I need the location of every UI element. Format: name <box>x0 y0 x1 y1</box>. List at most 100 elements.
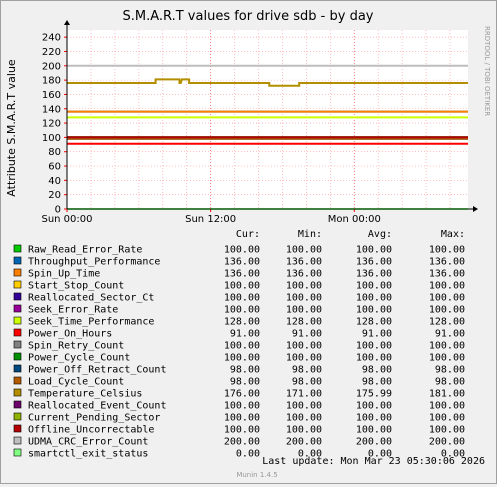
x-tick-label: Sun 00:00 <box>41 214 92 225</box>
y-tick-label: 180 <box>42 76 61 87</box>
legend-cur-current-pending-sector: 100.00 <box>224 413 260 424</box>
legend-cur-load-cycle-count: 98.00 <box>230 377 260 388</box>
legend-min-spin-up-time: 136.00 <box>286 269 322 280</box>
legend-min-smartctl-exit-status: 0.00 <box>298 449 322 460</box>
legend-min-seek-time-performance: 128.00 <box>286 317 322 328</box>
legend-label-seek-error-rate: Seek_Error_Rate <box>28 305 118 316</box>
legend-avg-spin-up-time: 136.00 <box>356 269 392 280</box>
munin-version: Munin 1.4.5 <box>236 471 277 479</box>
legend-cur-offline-uncorrectable: 100.00 <box>224 425 260 436</box>
legend-cur-temperature-celsius: 176.00 <box>224 389 260 400</box>
legend-max-reallocated-event-count: 100.00 <box>429 401 465 412</box>
legend-swatch-reallocated-sector-ct <box>13 292 22 301</box>
legend: Cur: Min: Avg: Max: Raw_Read_Error_Rate 1… <box>13 229 465 460</box>
legend-label-smartctl-exit-status: smartctl_exit_status <box>28 449 148 460</box>
legend-label-udma-crc-error-count: UDMA_CRC_Error_Count <box>28 437 148 448</box>
legend-min-throughput-performance: 136.00 <box>286 257 322 268</box>
legend-max-power-cycle-count: 100.00 <box>429 353 465 364</box>
y-tick-label: 240 <box>42 33 61 44</box>
x-tick-label: Sun 12:00 <box>185 214 236 225</box>
legend-cur-smartctl-exit-status: 0.00 <box>236 449 260 460</box>
legend-avg-reallocated-event-count: 100.00 <box>356 401 392 412</box>
legend-min-power-on-hours: 91.00 <box>292 329 322 340</box>
legend-swatch-seek-error-rate <box>13 304 22 313</box>
plot-area <box>67 30 468 209</box>
legend-max-udma-crc-error-count: 200.00 <box>429 437 465 448</box>
y-tick-label: 40 <box>48 176 61 187</box>
legend-max-load-cycle-count: 98.00 <box>435 377 465 388</box>
legend-cur-start-stop-count: 100.00 <box>224 281 260 292</box>
legend-label-reallocated-event-count: Reallocated_Event_Count <box>28 401 166 412</box>
legend-min-power-cycle-count: 100.00 <box>286 353 322 364</box>
y-tick-label: 220 <box>42 47 61 58</box>
legend-swatch-load-cycle-count <box>13 376 22 385</box>
legend-max-smartctl-exit-status: 0.00 <box>441 449 465 460</box>
legend-swatch-current-pending-sector <box>13 412 22 421</box>
legend-max-throughput-performance: 136.00 <box>429 257 465 268</box>
legend-min-offline-uncorrectable: 100.00 <box>286 425 322 436</box>
legend-min-spin-retry-count: 100.00 <box>286 341 322 352</box>
legend-label-reallocated-sector-ct: Reallocated_Sector_Ct <box>28 293 154 304</box>
legend-label-load-cycle-count: Load_Cycle_Count <box>28 377 124 388</box>
legend-max-start-stop-count: 100.00 <box>429 281 465 292</box>
legend-max-raw-read-error-rate: 100.00 <box>429 245 465 256</box>
legend-cur-reallocated-sector-ct: 100.00 <box>224 293 260 304</box>
legend-avg-power-off-retract-count: 98.00 <box>362 365 392 376</box>
legend-avg-throughput-performance: 136.00 <box>356 257 392 268</box>
legend-avg-seek-error-rate: 100.00 <box>356 305 392 316</box>
y-tick-label: 80 <box>48 147 61 158</box>
legend-max-power-off-retract-count: 98.00 <box>435 365 465 376</box>
legend-min-current-pending-sector: 100.00 <box>286 413 322 424</box>
legend-swatch-power-cycle-count <box>13 352 22 361</box>
legend-swatch-spin-up-time <box>13 268 22 277</box>
legend-avg-seek-time-performance: 128.00 <box>356 317 392 328</box>
legend-label-current-pending-sector: Current_Pending_Sector <box>28 413 160 424</box>
legend-label-temperature-celsius: Temperature_Celsius <box>28 389 142 400</box>
legend-swatch-offline-uncorrectable <box>13 424 22 433</box>
legend-header-max: Max: <box>441 229 465 240</box>
legend-avg-offline-uncorrectable: 100.00 <box>356 425 392 436</box>
legend-min-raw-read-error-rate: 100.00 <box>286 245 322 256</box>
legend-swatch-udma-crc-error-count <box>13 436 22 445</box>
legend-header-cur: Cur: <box>236 229 260 240</box>
legend-label-spin-up-time: Spin_Up_Time <box>28 269 100 280</box>
y-tick-label: 160 <box>42 90 61 101</box>
legend-cur-seek-error-rate: 100.00 <box>224 305 260 316</box>
y-tick-label: 20 <box>48 190 61 201</box>
legend-avg-current-pending-sector: 100.00 <box>356 413 392 424</box>
legend-label-power-off-retract-count: Power_Off_Retract_Count <box>28 365 166 376</box>
legend-header-min: Min: <box>298 229 322 240</box>
legend-max-spin-up-time: 136.00 <box>429 269 465 280</box>
y-tick-labels: 0 20 40 60 80 100 120 140 160 180 200 220 240 <box>42 33 61 216</box>
legend-label-seek-time-performance: Seek_Time_Performance <box>28 317 154 328</box>
legend-avg-power-cycle-count: 100.00 <box>356 353 392 364</box>
x-tick-label: Mon 00:00 <box>328 214 381 225</box>
legend-cur-seek-time-performance: 128.00 <box>224 317 260 328</box>
legend-cur-raw-read-error-rate: 100.00 <box>224 245 260 256</box>
legend-avg-start-stop-count: 100.00 <box>356 281 392 292</box>
legend-swatch-seek-time-performance <box>13 316 22 325</box>
y-tick-label: 60 <box>48 162 61 173</box>
legend-cur-spin-up-time: 136.00 <box>224 269 260 280</box>
chart-title: S.M.A.R.T values for drive sdb - by day <box>123 9 374 24</box>
x-axis-arrow <box>473 206 478 212</box>
legend-max-power-on-hours: 91.00 <box>435 329 465 340</box>
legend-max-temperature-celsius: 181.00 <box>429 389 465 400</box>
legend-swatch-power-on-hours <box>13 328 22 337</box>
legend-cur-power-on-hours: 91.00 <box>230 329 260 340</box>
legend-label-power-on-hours: Power_On_Hours <box>28 329 112 340</box>
legend-label-offline-uncorrectable: Offline_Uncorrectable <box>28 425 154 436</box>
rrdtool-credit: RRDTOOL / TOBI OETIKER <box>483 26 491 116</box>
legend-min-start-stop-count: 100.00 <box>286 281 322 292</box>
legend-label-raw-read-error-rate: Raw_Read_Error_Rate <box>28 245 142 256</box>
legend-swatch-spin-retry-count <box>13 340 22 349</box>
legend-cur-throughput-performance: 136.00 <box>224 257 260 268</box>
legend-swatch-throughput-performance <box>13 256 22 265</box>
legend-max-spin-retry-count: 100.00 <box>429 341 465 352</box>
legend-min-temperature-celsius: 171.00 <box>286 389 322 400</box>
legend-min-reallocated-sector-ct: 100.00 <box>286 293 322 304</box>
legend-min-seek-error-rate: 100.00 <box>286 305 322 316</box>
legend-min-udma-crc-error-count: 200.00 <box>286 437 322 448</box>
legend-min-reallocated-event-count: 100.00 <box>286 401 322 412</box>
